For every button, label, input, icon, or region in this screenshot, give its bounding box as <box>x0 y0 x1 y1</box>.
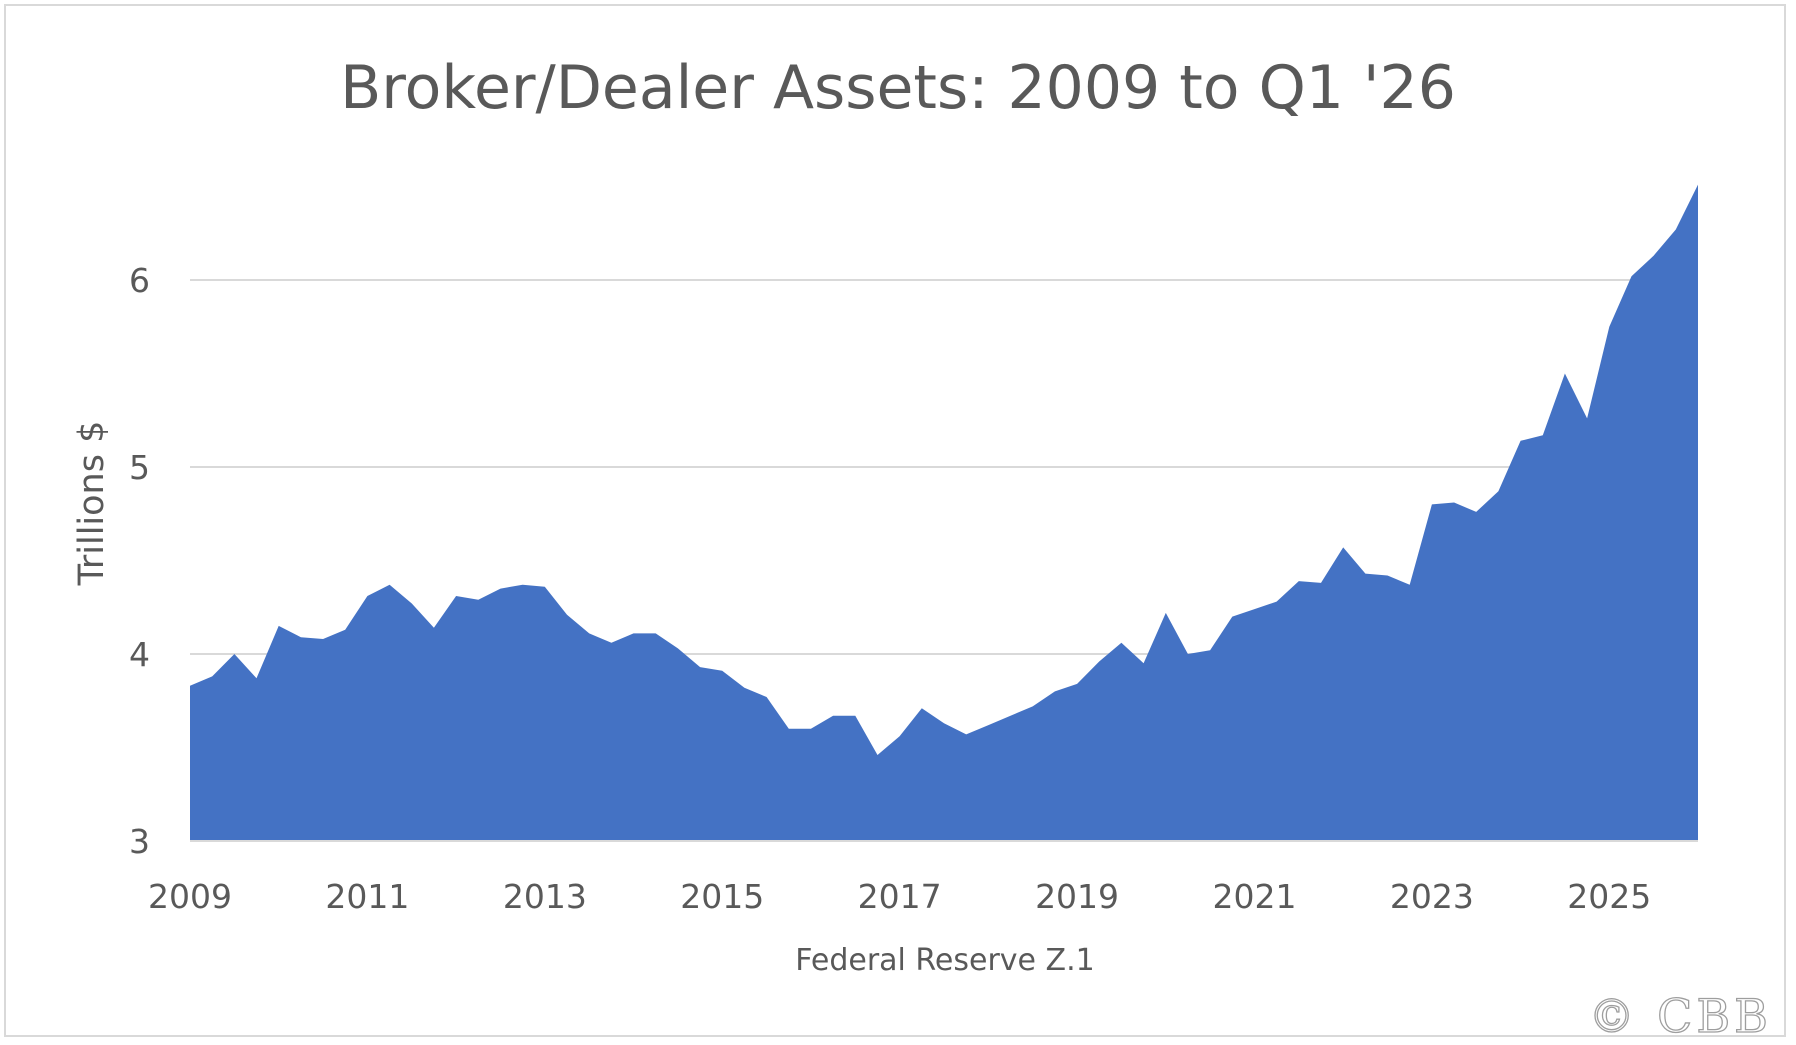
source-label: Federal Reserve Z.1 <box>795 943 1094 978</box>
x-tick-label: 2011 <box>325 877 409 916</box>
x-tick-label: 2015 <box>680 877 764 916</box>
x-tick-label: 2019 <box>1035 877 1119 916</box>
y-tick-label: 4 <box>129 635 150 674</box>
watermark: © CBB <box>1589 989 1772 1043</box>
x-tick-label: 2023 <box>1390 877 1474 916</box>
assets-area <box>190 184 1698 842</box>
chart-title: Broker/Dealer Assets: 2009 to Q1 '26 <box>340 53 1456 123</box>
x-axis-ticks: 2009 2011 2013 2015 2017 2019 2021 2023 2025 <box>148 877 1651 916</box>
x-tick-label: 2009 <box>148 877 232 916</box>
y-axis-label: Trillions $ <box>72 421 112 587</box>
x-tick-label: 2025 <box>1567 877 1651 916</box>
x-tick-label: 2017 <box>858 877 942 916</box>
x-tick-label: 2013 <box>503 877 587 916</box>
x-tick-label: 2021 <box>1212 877 1296 916</box>
y-tick-label: 5 <box>129 448 150 487</box>
y-tick-label: 6 <box>129 261 150 300</box>
y-axis-ticks: 3 4 5 6 <box>129 261 150 861</box>
y-tick-label: 3 <box>129 822 150 861</box>
